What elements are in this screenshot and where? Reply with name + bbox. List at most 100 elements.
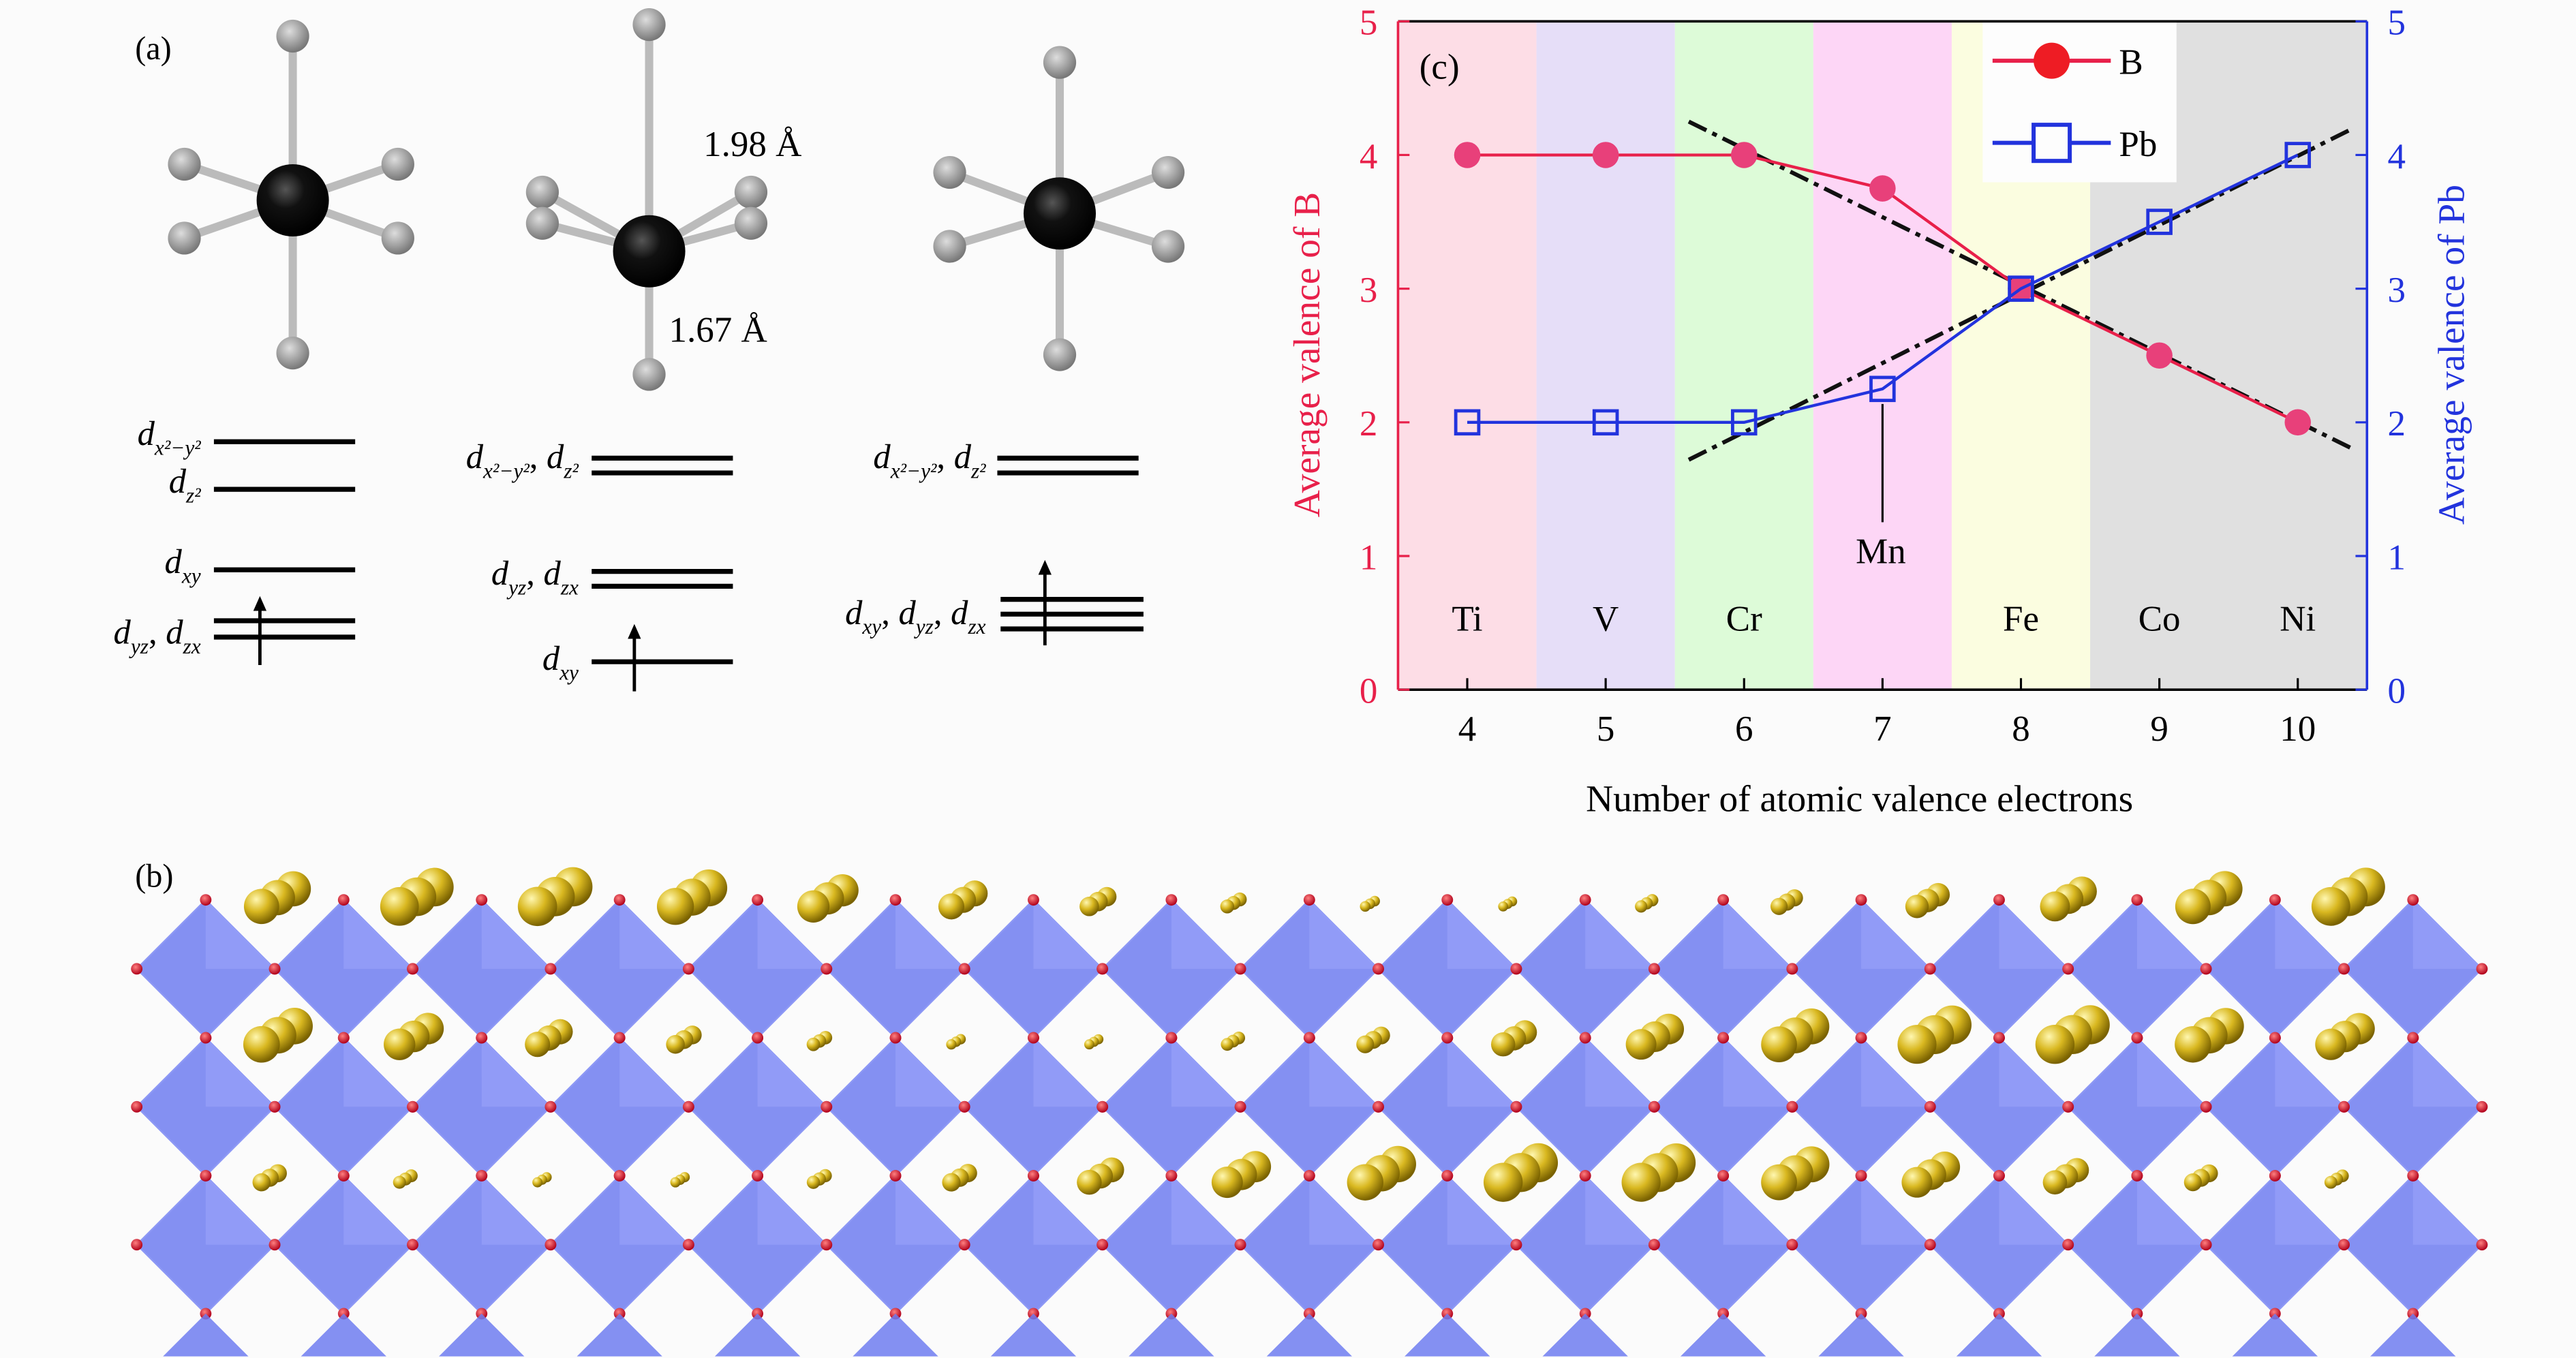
oxygen-atom — [2476, 963, 2488, 975]
oxygen-atom — [613, 1032, 626, 1044]
oxygen-atom — [752, 1032, 764, 1044]
series-b-point — [1592, 142, 1619, 168]
oxygen-atom — [821, 1239, 833, 1251]
oxygen-atom — [131, 1239, 143, 1251]
a-site-cation-group — [1347, 1145, 1416, 1201]
octahedron-face — [1033, 899, 1103, 969]
series-pb-point — [1869, 375, 1896, 403]
a-site-cation — [243, 1025, 280, 1063]
a-site-cation — [2175, 1025, 2211, 1063]
element-bands: Ti V Cr Fe Co Ni — [1398, 21, 2367, 690]
spin-arrow-head — [1038, 559, 1052, 575]
a-site-cation — [670, 1177, 681, 1188]
a-site-cation-group — [1079, 886, 1117, 916]
series-pb-point — [1454, 409, 1481, 436]
ligand-atom — [1043, 46, 1077, 79]
octahedron-face — [1309, 1038, 1379, 1107]
oxygen-atom — [337, 1170, 350, 1182]
oxygen-atom — [1579, 894, 1591, 906]
a-site-cation-group — [1770, 889, 1803, 915]
oxygen-atom — [2338, 1100, 2350, 1113]
a-site-cation — [2183, 1173, 2202, 1192]
series-pb-point — [2008, 275, 2034, 302]
oxygen-atom — [1097, 1100, 1109, 1113]
oxygen-atom — [1924, 1100, 1936, 1113]
oxygen-atom — [2338, 1239, 2350, 1251]
bo6-octahedron-partial — [301, 1313, 386, 1357]
a-site-cation-group — [666, 1025, 702, 1054]
oxygen-atom — [1579, 1170, 1591, 1182]
oxygen-atom — [407, 1239, 418, 1251]
a-site-cation-group — [2324, 1169, 2349, 1189]
bo6-octahedron-partial — [1818, 1313, 1904, 1357]
oxygen-atom — [1924, 1239, 1936, 1251]
a-site-cation — [1761, 1026, 1797, 1063]
legend-box — [1982, 21, 2177, 183]
data-series — [1454, 142, 2312, 436]
a-site-cation — [2175, 889, 2211, 925]
a-site-cation — [2035, 1024, 2075, 1064]
series-b-point — [2146, 342, 2173, 369]
ligand-atom — [734, 175, 768, 209]
a-site-cation-group — [2040, 876, 2097, 922]
a-site-cation — [525, 1032, 551, 1058]
y-axis-left-title: Average valence of B — [1286, 192, 1328, 517]
a-site-cation — [1897, 1025, 1937, 1064]
bo6-octahedron-partial — [1956, 1313, 2042, 1357]
ligand-atom — [276, 337, 309, 370]
oxygen-atom — [407, 963, 418, 975]
y-left-tick-label: 1 — [1360, 538, 1377, 577]
octahedron-face — [1723, 1038, 1792, 1107]
a-site-cation-group — [532, 1172, 552, 1188]
octahedron-face — [619, 899, 689, 969]
octahedron-face — [1723, 1175, 1792, 1245]
panel-c-label: (c) — [1420, 48, 1460, 87]
a-site-cation-group — [2311, 867, 2385, 926]
oxygen-atom — [1924, 963, 1936, 975]
octahedron-face — [2136, 1175, 2207, 1245]
a-site-cation-group — [517, 867, 593, 927]
a-site-cation — [1770, 897, 1788, 915]
oxygen-atom — [2131, 894, 2143, 906]
bond-length-long: 1.98 Å — [703, 125, 801, 164]
x-tick-label: 6 — [1735, 709, 1753, 749]
level-label: dxy, dyz, dzx — [845, 593, 986, 638]
oxygen-atom — [1717, 1032, 1730, 1044]
bo6-octahedron-partial — [1129, 1313, 1214, 1357]
ligand-atom — [734, 206, 768, 240]
oxygen-atom — [131, 1100, 143, 1113]
metal-atom — [613, 215, 686, 288]
octahedron-face — [1585, 899, 1655, 969]
y-right-tick-label: 5 — [2387, 3, 2406, 43]
a-site-cation-group — [2183, 1164, 2218, 1192]
oxygen-atom — [2269, 1170, 2281, 1182]
x-tick-label: 5 — [1597, 709, 1615, 749]
a-site-cation-group — [946, 1034, 966, 1050]
oxygen-atom — [1303, 894, 1315, 906]
a-site-cation-group — [1484, 1143, 1559, 1202]
oxygen-atom — [2200, 963, 2212, 975]
oxygen-atom — [1441, 894, 1454, 906]
oxygen-atom — [1028, 1170, 1039, 1182]
oxygen-atom — [2407, 1032, 2419, 1044]
bo6-octahedron-partial — [1266, 1313, 1352, 1357]
octahedron-face — [481, 899, 551, 969]
a-site-cation — [2315, 1028, 2347, 1060]
a-site-cation-group — [1897, 1005, 1972, 1064]
metal-atom — [1024, 177, 1097, 250]
octahedron-3 — [933, 46, 1185, 371]
a-site-cation — [1211, 1167, 1243, 1199]
a-site-cation-group — [670, 1172, 690, 1188]
ligand-atom — [1151, 230, 1185, 263]
oxygen-atom — [545, 963, 557, 975]
x-tick-label: 8 — [2012, 709, 2030, 749]
bo6-octahedron-partial — [2094, 1313, 2180, 1357]
octahedron-face — [1447, 899, 1516, 969]
oxygen-atom — [1165, 1170, 1178, 1182]
oxygen-atom — [889, 1032, 902, 1044]
oxygen-atom — [1648, 963, 1660, 975]
oxygen-atom — [407, 1100, 418, 1113]
valence-chart: Ti V Cr Fe Co Ni 4 5 6 7 8 9 10 0 1 2 3 4 5 0 1 2 3 4 5 (c) B P… — [1286, 3, 2472, 820]
bo6-octahedron-partial — [1542, 1313, 1628, 1357]
a-site-cation — [532, 1177, 543, 1188]
